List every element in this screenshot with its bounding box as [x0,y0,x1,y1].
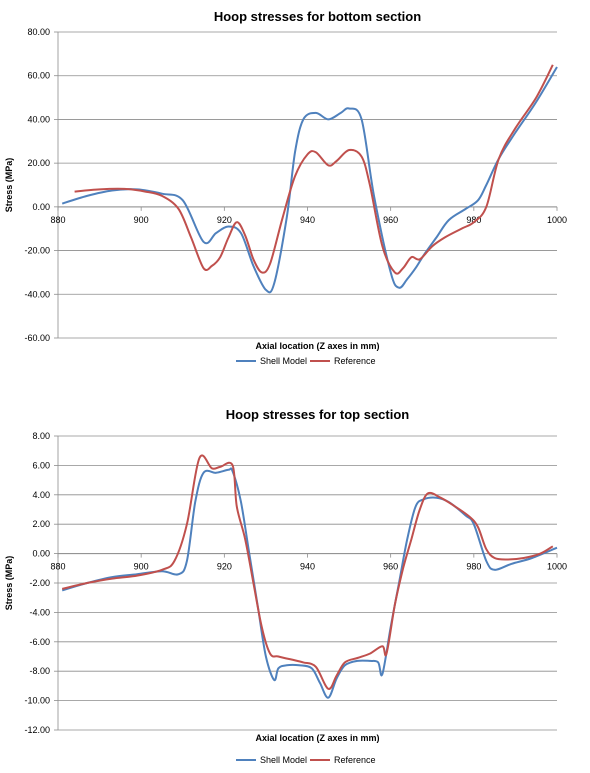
x-tick-label: 960 [383,215,398,225]
y-tick-label: 60.00 [27,71,50,81]
y-tick-label: 80.00 [27,27,50,37]
x-tick-label: 1000 [547,215,567,225]
x-tick-label: 920 [217,215,232,225]
chart-title: Hoop stresses for bottom section [214,9,421,24]
chart-2: Hoop stresses for top section 8.00 6.00 4.0… [4,407,567,765]
y-tick-label: 20.00 [27,158,50,168]
y-tick-label: -40.00 [24,289,50,299]
y-tick-label: -2.00 [29,578,50,588]
x-tick-label: 880 [50,562,65,572]
legend-label: Reference [334,356,376,366]
x-tick-label: 960 [383,562,398,572]
y-tick-label: -6.00 [29,637,50,647]
series-line-reference [74,64,554,275]
legend-label: Shell Model [260,356,307,366]
series-line-shell-model [61,66,558,294]
y-tick-label: -60.00 [24,333,50,343]
y-tick-label: -12.00 [24,725,50,735]
y-tick-label: 4.00 [32,490,50,500]
y-axis-label: Stress (MPa) [4,158,14,213]
x-tick-label: 980 [466,215,481,225]
y-tick-label: -20.00 [24,246,50,256]
x-tick-label: 940 [300,215,315,225]
x-tick-label: 900 [134,562,149,572]
x-tick-label: 940 [300,562,315,572]
legend-label: Shell Model [260,755,307,765]
y-axis-label: Stress (MPa) [4,556,14,611]
y-tick-label: 40.00 [27,114,50,124]
x-tick-label: 880 [50,215,65,225]
y-tick-label: 6.00 [32,460,50,470]
series-line-reference [61,454,554,690]
y-tick-label: -10.00 [24,696,50,706]
y-tick-label: 2.00 [32,519,50,529]
x-axis-label: Axial location (Z axes in mm) [255,733,379,743]
y-tick-label: 0.00 [32,202,50,212]
x-tick-label: 920 [217,562,232,572]
chart-title: Hoop stresses for top section [226,407,410,422]
x-tick-label: 980 [466,562,481,572]
x-tick-label: 900 [134,215,149,225]
chart-1: Hoop stresses for bottom section 80.00 60.… [4,9,567,366]
y-tick-label: 8.00 [32,431,50,441]
y-tick-label: -4.00 [29,607,50,617]
legend-label: Reference [334,755,376,765]
y-tick-label: -8.00 [29,666,50,676]
x-axis-label: Axial location (Z axes in mm) [255,341,379,351]
y-tick-label: 0.00 [32,549,50,559]
x-tick-label: 1000 [547,562,567,572]
